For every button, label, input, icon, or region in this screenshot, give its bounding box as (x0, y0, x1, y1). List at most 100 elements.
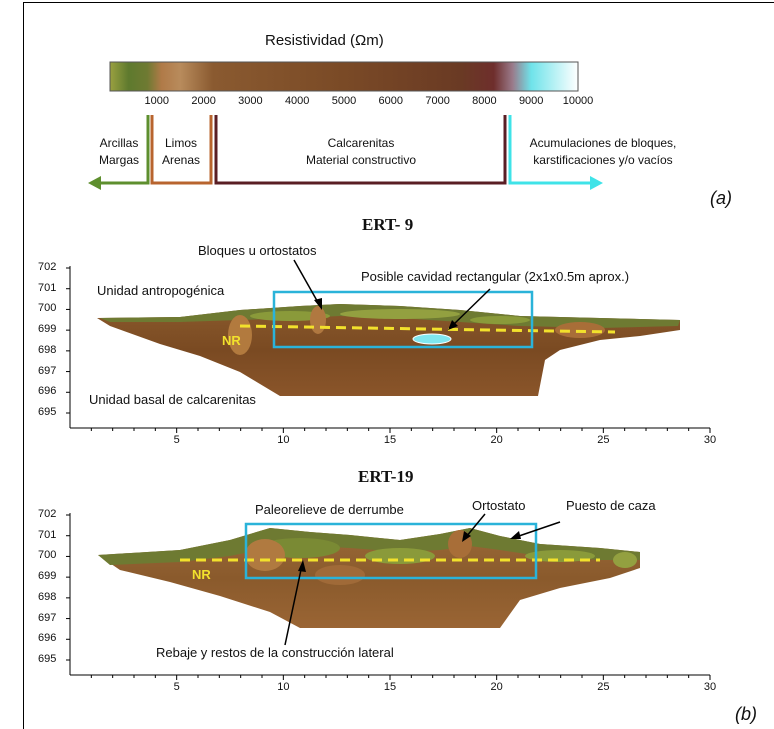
category-acumulaciones-line1: Acumulaciones de bloques, (529, 136, 677, 150)
ert9-x-tick-label: 10 (277, 434, 290, 446)
frame-left (23, 2, 24, 729)
ert9-arrowhead-bloques (314, 298, 322, 310)
category-arcillas: Arcillas Margas (90, 135, 148, 169)
ert19-upper-layer (98, 528, 640, 565)
bracket-acumulaciones (508, 115, 592, 185)
ert9-x-tick-marks (90, 428, 711, 433)
ert9-arrow-cavidad (451, 288, 491, 327)
ert9-label-antropogenica: Unidad antropogénica (97, 283, 225, 298)
ert19-green-patch (525, 550, 595, 562)
bracket-arcillas (98, 115, 150, 185)
legend-brackets (88, 115, 603, 190)
ert9-y-tick-label: 696 (38, 385, 57, 398)
colorbar-tick-label: 10000 (562, 95, 594, 107)
colorbar-tick-label: 5000 (331, 95, 357, 107)
colorbar-fill (109, 61, 579, 92)
ert19-y-tick-label: 702 (38, 508, 57, 520)
bracket-acumulaciones-arrow (590, 176, 603, 190)
panel-b-label: (b) (735, 704, 757, 724)
ert19-y-tick-label: 701 (38, 528, 57, 541)
ert19-arrow-puesto (515, 521, 561, 538)
bracket-arcillas-arrow (88, 176, 101, 190)
ert9-x-tick-label: 25 (597, 434, 610, 446)
ert9-y-tick-label: 699 (38, 323, 57, 336)
resistivity-colorbar (109, 61, 579, 92)
category-limos-line2: Arenas (161, 153, 201, 167)
ert19-label-rebaje: Rebaje y restos de la construcción later… (156, 645, 394, 660)
ert19-y-tick-label: 696 (38, 632, 57, 645)
ert9-label-bloques: Bloques u ortostatos (198, 243, 317, 258)
ert9-x-tick-label: 5 (173, 434, 180, 446)
colorbar-tick-label: 1000 (144, 95, 170, 107)
ert19-x-tick-label: 20 (490, 681, 503, 693)
category-arcillas-line1: Arcillas (99, 136, 139, 150)
colorbar-tick-label: 8000 (472, 95, 497, 107)
ert19-x-tick-label: 15 (383, 681, 397, 693)
ert19-x-tick-label: 10 (277, 681, 290, 693)
ert19-y-tick-label: 700 (38, 549, 57, 562)
ert19-arrowhead-puesto (510, 531, 521, 539)
ert9-green-patch (470, 316, 530, 324)
colorbar-tick-label: 7000 (425, 95, 450, 107)
bracket-limos (150, 115, 213, 185)
ert9-x-tick-label: 20 (490, 434, 503, 446)
ert19-y-tick-label: 697 (38, 611, 57, 624)
ert19-arrowhead-rebaje (298, 560, 306, 572)
ert19-x-tick-marks (90, 675, 711, 680)
ert9-green-patch (250, 311, 330, 321)
ert9-y-tick-label: 697 (38, 364, 57, 377)
ert19-y-tick-label: 695 (38, 653, 57, 665)
ert9-label-basal: Unidad basal de calcarenitas (89, 392, 256, 407)
colorbar-tick-label: 3000 (238, 95, 263, 107)
ert19-orange-patch (245, 539, 285, 571)
ert9-nr-line (239, 324, 616, 334)
ert19-x-tick-label: 25 (597, 681, 610, 693)
category-acumulaciones: Acumulaciones de bloques, karstificacion… (512, 135, 694, 169)
ert19-arrow-rebaje (284, 564, 303, 646)
panel-a-label: (a) (710, 188, 732, 208)
ert19-arrowhead-ortostato (462, 531, 471, 542)
ert9-y-tick-label: 700 (38, 302, 57, 315)
ert19-x-tick-label: 30 (703, 681, 717, 693)
category-acumulaciones-line2: karstificaciones y/o vacíos (533, 153, 673, 167)
category-limos-line1: Limos (164, 136, 197, 150)
ert9-y-tick-label: 701 (38, 281, 57, 294)
legend-title: Resistividad (Ωm) (265, 32, 384, 49)
ert19-green-patch (613, 552, 637, 568)
ert9-x-tick-label: 15 (383, 434, 397, 446)
ert19-green-patch (365, 548, 435, 564)
ert19-highlight-box (244, 522, 538, 580)
colorbar-tick-label: 6000 (378, 95, 404, 107)
ert9-label-cavidad: Posible cavidad rectangular (2x1x0.5m ap… (361, 269, 630, 284)
ert9-highlight-box (272, 290, 534, 349)
ert19-title: ERT-19 (358, 467, 414, 486)
ert9-y-tick-label: 695 (38, 406, 57, 418)
ert19-label-ortostato: Ortostato (472, 498, 526, 513)
frame-top (23, 2, 774, 3)
ert9-x-tick-label: 30 (703, 434, 717, 446)
category-calcarenitas-line2: Material constructivo (305, 153, 417, 167)
ert9-cavity-anomaly (412, 333, 452, 345)
ert9-y-tick-label: 698 (38, 343, 57, 356)
ert9-label-nr: NR (222, 333, 241, 348)
category-calcarenitas-line1: Calcarenitas (327, 136, 395, 150)
ert19-x-tick-label: 5 (173, 681, 180, 693)
ert9-y-tick-label: 702 (38, 261, 57, 273)
bracket-calcarenitas (214, 115, 507, 185)
category-arcillas-line2: Margas (98, 153, 139, 167)
ert9-section (66, 259, 711, 433)
category-calcarenitas: Calcarenitas Material constructivo (218, 135, 504, 169)
ert9-title: ERT- 9 (362, 215, 414, 234)
ert19-label-paleorelieve: Paleorelieve de derrumbe (255, 502, 404, 517)
ert19-y-tick-label: 698 (38, 590, 57, 603)
colorbar-tick-label: 4000 (284, 95, 310, 107)
ert19-orange-patch (315, 565, 365, 585)
ert9-arrow-bloques (293, 259, 321, 307)
colorbar-tick-label: 2000 (191, 95, 216, 107)
ert9-green-patch (340, 309, 460, 319)
ert9-y-tick-marks (66, 267, 70, 414)
ert19-y-tick-label: 699 (38, 570, 57, 583)
category-limos: Limos Arenas (153, 135, 209, 169)
ert19-arrow-ortostato (465, 513, 486, 538)
